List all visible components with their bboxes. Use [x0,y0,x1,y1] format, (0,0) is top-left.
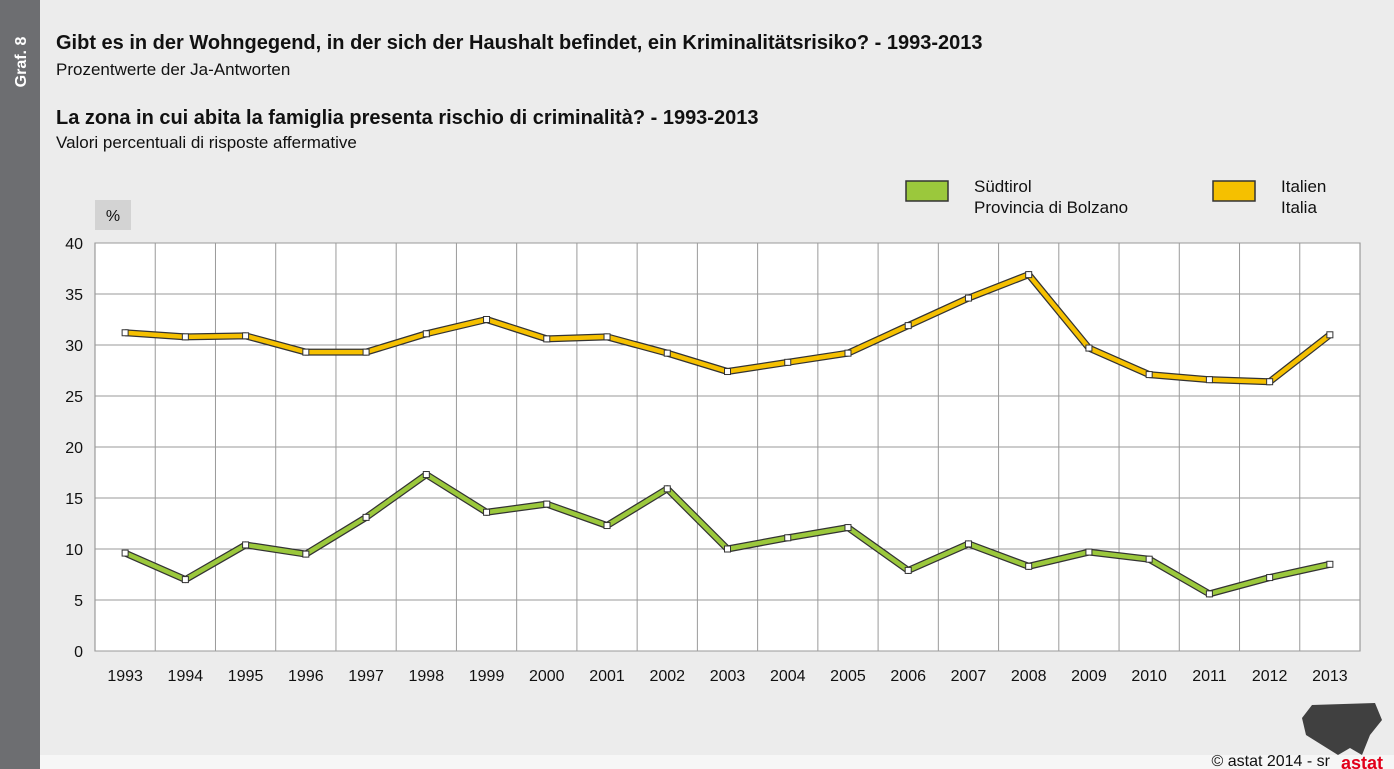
marker [362,348,370,356]
legend-swatch [905,180,949,202]
marker [362,513,370,521]
x-tick-label: 2011 [1192,668,1227,685]
legend-swatch [1212,180,1256,202]
marker [422,330,430,338]
marker [1205,376,1213,384]
marker [603,333,611,341]
marker [904,566,912,574]
x-tick-label: 1997 [348,668,384,685]
marker [784,534,792,542]
graph-label: Graf. 8 [13,37,30,88]
marker [1266,378,1274,386]
marker [844,524,852,532]
marker [663,349,671,357]
y-tick-label: 35 [65,287,83,304]
marker [483,316,491,323]
marker [302,550,310,558]
marker [543,500,551,508]
x-tick-label: 2006 [890,668,926,685]
x-tick-label: 2002 [649,668,685,685]
marker [121,329,129,337]
marker [483,508,491,516]
chart-subtitle-it: Valori percentuali di risposte affermati… [56,133,357,152]
marker [663,485,671,493]
y-tick-label: 10 [65,542,83,559]
logo-text: astat [1341,753,1383,769]
marker [1205,590,1213,598]
marker [242,332,250,340]
marker [1326,331,1334,339]
x-tick-label: 1999 [469,668,505,685]
x-tick-label: 2001 [589,668,625,685]
marker [1085,548,1093,556]
footer-band [40,755,1394,769]
legend-label: Südtirol Provincia di Bolzano [974,177,1129,217]
marker [1085,344,1093,352]
marker [724,545,731,553]
x-tick-label: 1996 [288,668,324,685]
x-tick-label: 2008 [1011,668,1047,685]
y-tick-label: 25 [65,389,83,406]
marker [603,522,611,530]
x-tick-label: 2009 [1071,668,1107,685]
marker [1025,271,1033,279]
marker [302,348,310,356]
marker [964,294,972,302]
legend-label: Italien Italia [1281,177,1327,217]
marker [543,335,551,343]
y-tick-label: 40 [65,236,83,253]
y-tick-label: 0 [74,644,83,661]
marker [242,541,250,549]
marker [1145,371,1153,379]
x-tick-label: 1993 [107,668,143,685]
marker [724,368,731,376]
marker [181,333,189,341]
x-tick-label: 2007 [951,668,987,685]
x-tick-label: 1994 [168,668,204,685]
unit-box [95,200,131,230]
x-tick-label: 2012 [1252,668,1288,685]
marker [964,540,972,548]
x-tick-label: 2003 [710,668,746,685]
unit-label: % [106,208,120,225]
x-tick-label: 1998 [409,668,445,685]
logo: astat [1302,703,1383,769]
marker [1145,555,1153,563]
y-tick-label: 5 [74,593,83,610]
x-tick-label: 1995 [228,668,264,685]
marker [422,471,430,479]
marker [1326,560,1334,568]
x-tick-label: 2005 [830,668,866,685]
chart-subtitle: Prozentwerte der Ja-Antworten [56,60,290,79]
side-strip [0,0,40,769]
y-tick-label: 15 [65,491,83,508]
y-tick-label: 20 [65,440,83,457]
x-tick-label: 2013 [1312,668,1348,685]
x-tick-label: 2000 [529,668,565,685]
marker [181,576,189,584]
marker [1025,562,1033,570]
chart-title-it: La zona in cui abita la famiglia present… [56,107,758,129]
marker [904,322,912,330]
x-tick-label: 2010 [1131,668,1167,685]
x-tick-label: 2004 [770,668,806,685]
chart-title: Gibt es in der Wohngegend, in der sich d… [56,32,983,54]
marker [121,549,129,557]
marker [784,358,792,366]
marker [1266,574,1274,582]
logo-shape [1302,703,1382,755]
y-tick-label: 30 [65,338,83,355]
marker [844,349,852,357]
footer: © astat 2014 - sr [1211,753,1330,769]
